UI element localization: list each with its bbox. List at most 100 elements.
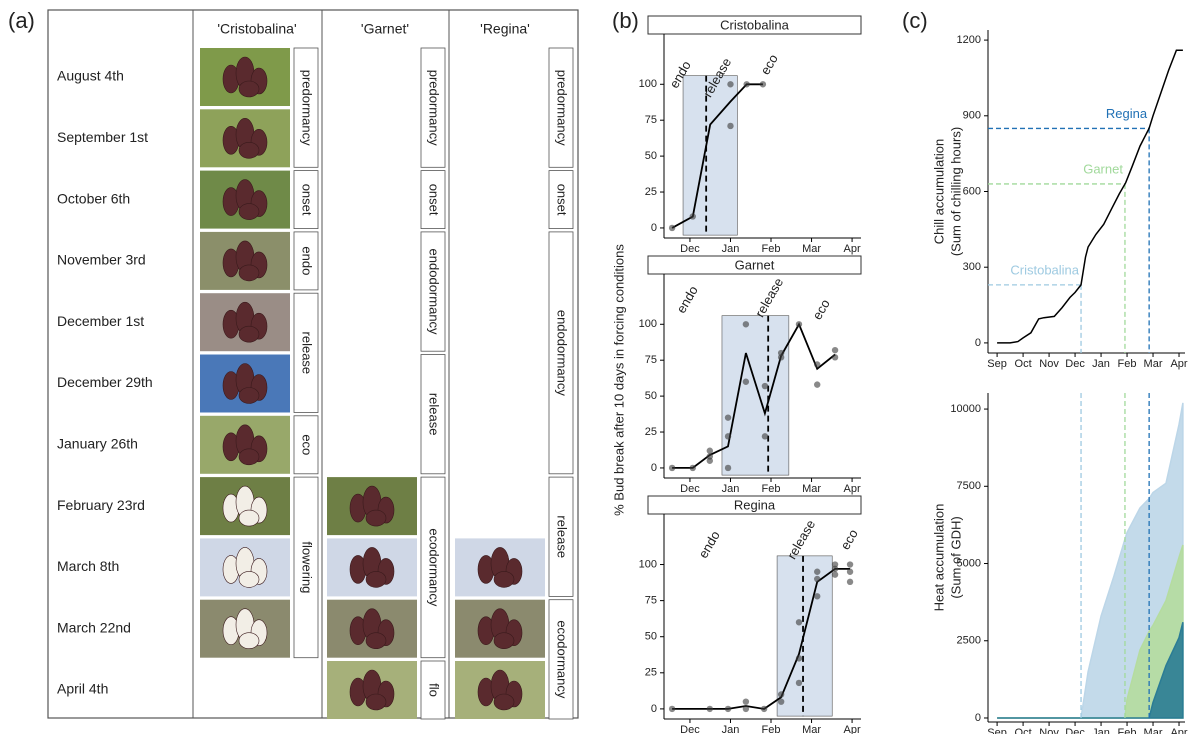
date-label: August 4th [57, 68, 124, 84]
date-label: February 23rd [57, 497, 145, 513]
data-point [796, 619, 802, 625]
data-point [725, 433, 731, 439]
facet-title: Garnet [735, 257, 775, 272]
panel-label: (c) [902, 8, 928, 33]
y-tick-label: 0 [651, 703, 657, 715]
photo [200, 171, 290, 229]
y-tick-label: 25 [645, 426, 657, 438]
photo [200, 477, 290, 535]
photo [200, 109, 290, 167]
data-point [832, 354, 838, 360]
date-label: December 1st [57, 313, 144, 329]
release-window [683, 76, 737, 235]
stage-label: ecodormancy [555, 620, 570, 699]
data-point [743, 321, 749, 327]
x-tick-label: Mar [802, 243, 821, 255]
release-window [777, 556, 832, 716]
x-tick-label: Apr [1170, 358, 1187, 370]
threshold-label: Cristobalina [1010, 262, 1079, 277]
y-axis-title: (Sum of GDH) [948, 516, 963, 598]
x-tick-label: Mar [1144, 358, 1163, 370]
bud [239, 204, 259, 220]
x-tick-label: Feb [762, 483, 781, 495]
stage-label: onset [555, 184, 570, 216]
y-tick-label: 300 [963, 261, 981, 273]
stage-label: endo [300, 246, 315, 275]
data-point [796, 321, 802, 327]
date-label: March 8th [57, 558, 119, 574]
y-axis-title: Heat accumulation [931, 504, 946, 612]
stage-label: flo [427, 683, 442, 697]
stage-annotation: eco [757, 52, 780, 78]
x-tick-label: Oct [1015, 727, 1032, 734]
data-point [814, 381, 820, 387]
x-tick-label: Sep [987, 727, 1007, 734]
date-label: November 3rd [57, 252, 146, 268]
data-point [760, 81, 766, 87]
bud [494, 633, 514, 649]
data-point [725, 706, 731, 712]
stage-label: ecodormancy [427, 528, 442, 607]
y-tick-label: 50 [645, 631, 657, 643]
x-tick-label: Apr [844, 483, 861, 495]
panel-label: (b) [612, 8, 639, 33]
photo [200, 48, 290, 106]
photo [200, 293, 290, 351]
bud [494, 571, 514, 587]
y-tick-label: 25 [645, 186, 657, 198]
data-point [727, 81, 733, 87]
y-axis-title: Chill accumulation [931, 139, 946, 245]
stage-label: onset [427, 184, 442, 216]
bud [366, 571, 386, 587]
data-point [778, 691, 784, 697]
page: (a)(b)(c)August 4thSeptember 1stOctober … [0, 0, 1193, 734]
date-label: October 6th [57, 190, 130, 206]
x-tick-label: Feb [762, 724, 781, 734]
x-tick-label: Nov [1039, 727, 1059, 734]
data-point [847, 579, 853, 585]
photo [327, 661, 417, 719]
stage-label: endodormancy [555, 310, 570, 396]
y-tick-label: 50 [645, 390, 657, 402]
x-tick-label: Feb [762, 243, 781, 255]
data-point [707, 706, 713, 712]
photo [327, 600, 417, 658]
data-point [778, 698, 784, 704]
data-point [707, 453, 713, 459]
photo [455, 538, 545, 596]
bud [366, 633, 386, 649]
x-tick-label: Apr [844, 243, 861, 255]
stage-annotation: eco [837, 527, 860, 553]
y-tick-label: 75 [645, 114, 657, 126]
stage-annotation: endo [695, 528, 722, 561]
x-tick-label: Dec [1065, 727, 1085, 734]
x-tick-label: Apr [1170, 727, 1187, 734]
stage-label: predormancy [555, 70, 570, 146]
bud [366, 510, 386, 526]
data-point [847, 561, 853, 567]
threshold-label: Garnet [1083, 161, 1123, 176]
stage-label: predormancy [427, 70, 442, 146]
stage-annotation: endo [673, 283, 700, 316]
figure: (a)(b)(c)August 4thSeptember 1stOctober … [0, 0, 1193, 734]
bud [239, 449, 259, 465]
y-tick-label: 75 [645, 595, 657, 607]
x-tick-label: Mar [802, 724, 821, 734]
y-tick-label: 7500 [957, 480, 981, 492]
data-point [743, 706, 749, 712]
stage-label: flowering [300, 541, 315, 593]
panel-label: (a) [8, 8, 35, 33]
x-tick-label: Jan [1092, 727, 1110, 734]
x-tick-label: Jan [722, 724, 740, 734]
data-point [796, 655, 802, 661]
date-label: April 4th [57, 681, 108, 697]
photo [200, 416, 290, 474]
x-tick-label: Dec [680, 724, 700, 734]
photo [455, 661, 545, 719]
y-tick-label: 0 [651, 222, 657, 234]
facet-title: Regina [734, 497, 776, 512]
photo [200, 538, 290, 596]
stage-annotation: eco [809, 297, 832, 323]
y-tick-label: 75 [645, 354, 657, 366]
x-tick-label: Dec [1065, 358, 1085, 370]
